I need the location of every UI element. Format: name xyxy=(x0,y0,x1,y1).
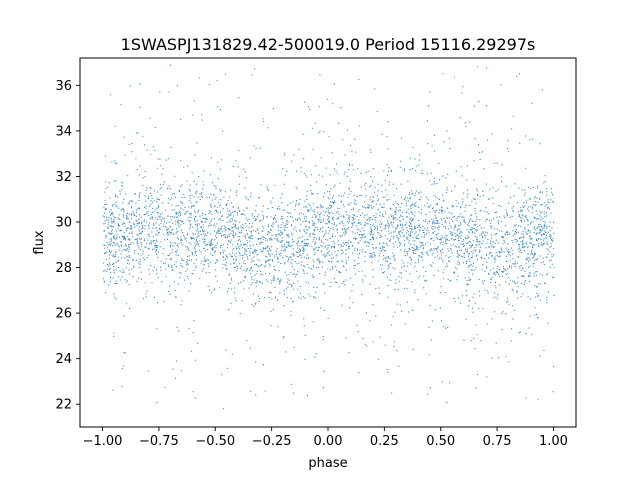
y-tick-label: 30 xyxy=(55,216,72,231)
x-tick-label: −0.25 xyxy=(252,434,292,449)
y-tick-label: 32 xyxy=(55,170,72,185)
x-tick-label: 0.75 xyxy=(483,434,512,449)
y-axis: 22 24 26 28 30 32 34 36 xyxy=(55,79,80,413)
y-tick-label: 34 xyxy=(55,124,72,139)
y-tick-label: 26 xyxy=(55,307,72,322)
y-tick-label: 28 xyxy=(55,261,72,276)
x-tick-label: 0.25 xyxy=(370,434,399,449)
x-tick-label: −0.50 xyxy=(195,434,235,449)
x-tick-label: −0.75 xyxy=(139,434,179,449)
chart-title: 1SWASPJ131829.42-500019.0 Period 15116.2… xyxy=(121,35,536,54)
y-tick-label: 22 xyxy=(55,398,72,413)
y-axis-label: flux xyxy=(32,230,47,254)
x-axis: −1.00 −0.75 −0.50 −0.25 0.00 0.25 0.50 0.75 1.00 xyxy=(83,427,568,449)
x-tick-label: 0.00 xyxy=(314,434,343,449)
x-tick-label: 1.00 xyxy=(539,434,568,449)
x-axis-label: phase xyxy=(308,456,347,471)
y-tick-label: 36 xyxy=(55,79,72,94)
y-tick-label: 24 xyxy=(55,352,72,367)
x-tick-label: 0.50 xyxy=(426,434,455,449)
x-tick-label: −1.00 xyxy=(83,434,123,449)
